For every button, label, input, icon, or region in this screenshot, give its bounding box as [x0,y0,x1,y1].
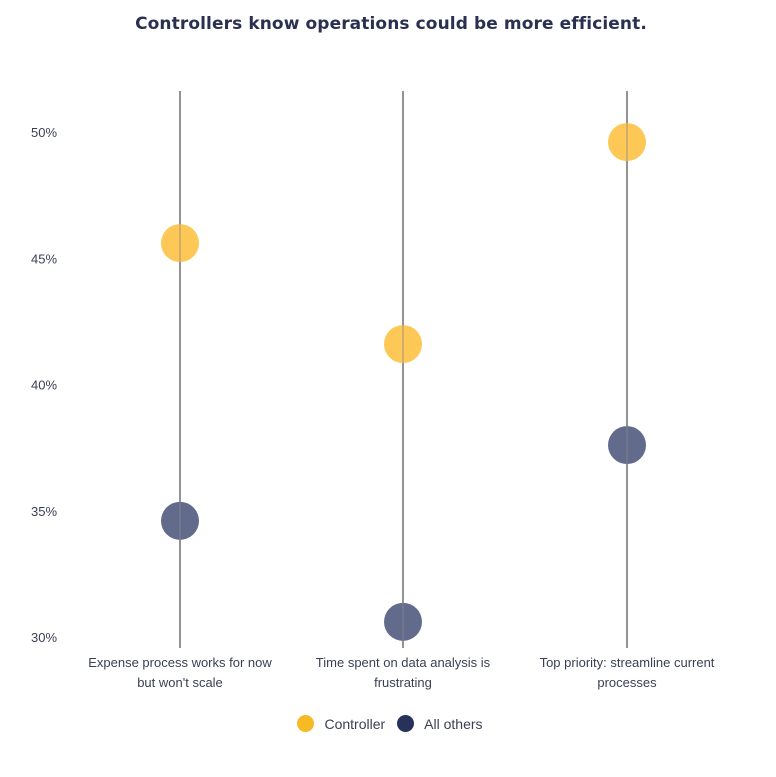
y-tick-label: 45% [31,251,57,266]
x-tick-label: but won't scale [137,675,223,690]
y-tick-label: 30% [31,630,57,645]
y-tick-label: 35% [31,504,57,519]
x-tick-label: processes [597,675,657,690]
data-points [161,91,646,648]
legend-swatch-all-others [397,715,415,732]
chart-title: Controllers know operations could be mor… [135,14,647,34]
y-tick-label: 50% [31,125,57,140]
legend-item-controller: Controller [297,715,385,732]
legend: Controller All others [0,715,776,732]
x-tick-label: Top priority: streamline current [540,655,715,670]
legend-label-controller: Controller [324,715,386,732]
y-axis: 50% 45% 40% 35% 30% [31,125,57,645]
legend-swatch-controller [297,715,315,732]
legend-item-all-others: All others [397,715,483,732]
x-tick-label: Expense process works for now [88,655,272,670]
legend-label-all-others: All others [424,715,483,732]
x-tick-label: Time spent on data analysis is [316,655,491,670]
x-tick-label: frustrating [374,675,432,690]
chart-plot: 50% 45% 40% 35% 30% Expense process works fo… [31,91,715,690]
x-axis: Expense process works for now but won't s… [88,655,715,690]
y-tick-label: 40% [31,378,57,393]
